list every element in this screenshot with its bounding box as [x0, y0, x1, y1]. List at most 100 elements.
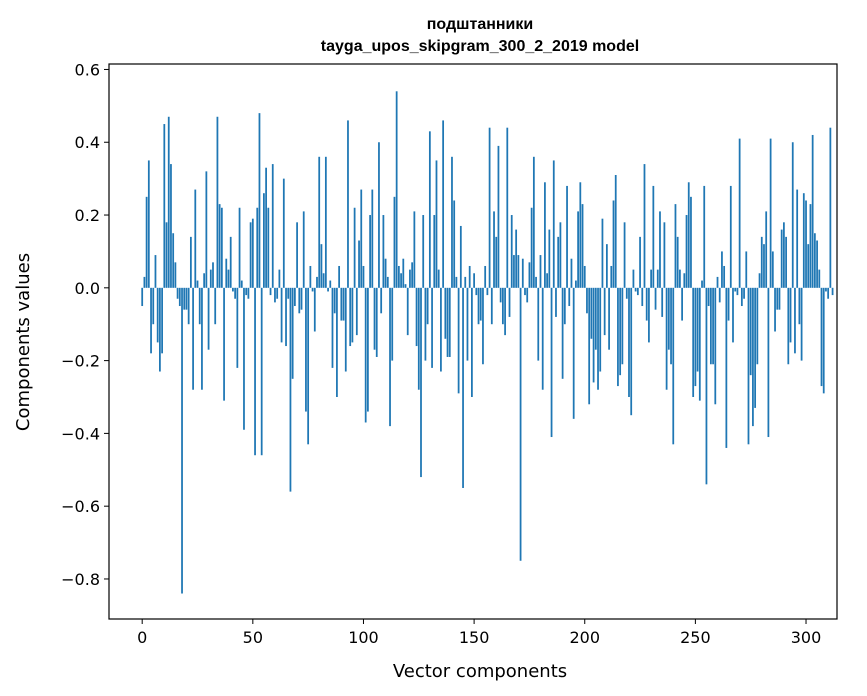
bar — [694, 287, 697, 387]
bar — [809, 204, 812, 288]
bar — [603, 287, 606, 336]
bar — [805, 200, 807, 288]
bar — [355, 287, 358, 336]
bar — [455, 276, 458, 288]
bar — [665, 287, 668, 390]
bar — [610, 265, 613, 288]
bar — [353, 207, 356, 288]
bar — [811, 134, 814, 288]
bar — [813, 233, 816, 288]
bar — [760, 236, 763, 288]
bar — [409, 269, 411, 288]
bar — [247, 287, 250, 299]
y-tick-label: 0.0 — [75, 279, 100, 298]
bar — [276, 287, 279, 299]
bar — [178, 287, 181, 307]
bar — [681, 287, 683, 321]
bar — [544, 182, 546, 288]
bar — [451, 156, 453, 288]
bar — [411, 262, 414, 288]
bar — [807, 244, 810, 288]
bar — [510, 215, 513, 288]
bar — [351, 287, 354, 343]
bar — [145, 196, 148, 288]
bar — [278, 269, 281, 288]
bar — [183, 287, 186, 310]
bar — [557, 236, 560, 288]
bar — [776, 287, 779, 310]
bar — [758, 273, 761, 288]
bar — [652, 185, 655, 288]
bar — [590, 287, 593, 339]
bar — [431, 287, 433, 368]
bar — [373, 287, 376, 350]
bar — [575, 280, 577, 288]
bar — [196, 280, 199, 288]
bar — [829, 127, 832, 288]
bar — [654, 287, 657, 310]
bar — [170, 164, 172, 288]
bar — [705, 287, 708, 485]
bar — [648, 287, 650, 343]
bar — [763, 244, 765, 288]
y-tick-label: −0.6 — [61, 497, 100, 516]
bar — [679, 269, 681, 288]
bar — [161, 287, 163, 354]
bar — [240, 280, 243, 288]
bar — [254, 287, 256, 456]
bar — [457, 287, 460, 394]
bar — [743, 287, 745, 299]
bar — [243, 287, 245, 430]
bar — [424, 287, 427, 361]
plot-frame — [108, 63, 838, 620]
bar — [541, 287, 544, 390]
bar — [417, 287, 420, 390]
bar — [229, 236, 232, 288]
bar — [464, 276, 467, 288]
bar — [725, 287, 728, 448]
y-axis-ticks: 0.6 0.4 0.2 0.0 −0.2 −0.4 −0.6 −0.8 — [61, 60, 109, 589]
bar — [194, 189, 197, 288]
bar — [324, 156, 327, 288]
bar — [515, 229, 518, 288]
bar — [550, 287, 553, 438]
bar — [747, 287, 750, 445]
bar — [437, 269, 440, 288]
bar — [413, 211, 416, 288]
bar — [360, 189, 363, 288]
x-tick-label: 250 — [680, 628, 711, 647]
bar — [282, 178, 285, 288]
bar — [537, 287, 540, 361]
bar — [327, 287, 329, 292]
bar — [625, 287, 628, 299]
bar — [238, 207, 241, 288]
bar — [822, 287, 825, 394]
bar — [532, 156, 535, 288]
bar — [568, 287, 571, 307]
bar — [754, 287, 757, 408]
y-tick-label: 0.2 — [75, 206, 100, 225]
bar — [734, 287, 737, 292]
bar — [497, 145, 500, 288]
bar — [676, 236, 679, 288]
bar — [703, 185, 706, 288]
bar — [641, 287, 644, 307]
bar — [698, 287, 701, 401]
bar — [650, 269, 653, 288]
bar — [364, 287, 367, 423]
bar — [628, 287, 630, 397]
bar — [185, 287, 188, 310]
bar — [692, 287, 695, 397]
bar — [683, 273, 686, 288]
bar — [794, 287, 796, 354]
bar — [791, 142, 794, 288]
bar — [386, 276, 389, 288]
bar — [220, 207, 223, 288]
bar — [181, 287, 183, 594]
bar — [561, 287, 564, 379]
bar — [471, 287, 473, 397]
bar — [285, 287, 287, 347]
bar — [298, 287, 301, 314]
bar — [333, 287, 336, 314]
bar — [745, 251, 748, 288]
